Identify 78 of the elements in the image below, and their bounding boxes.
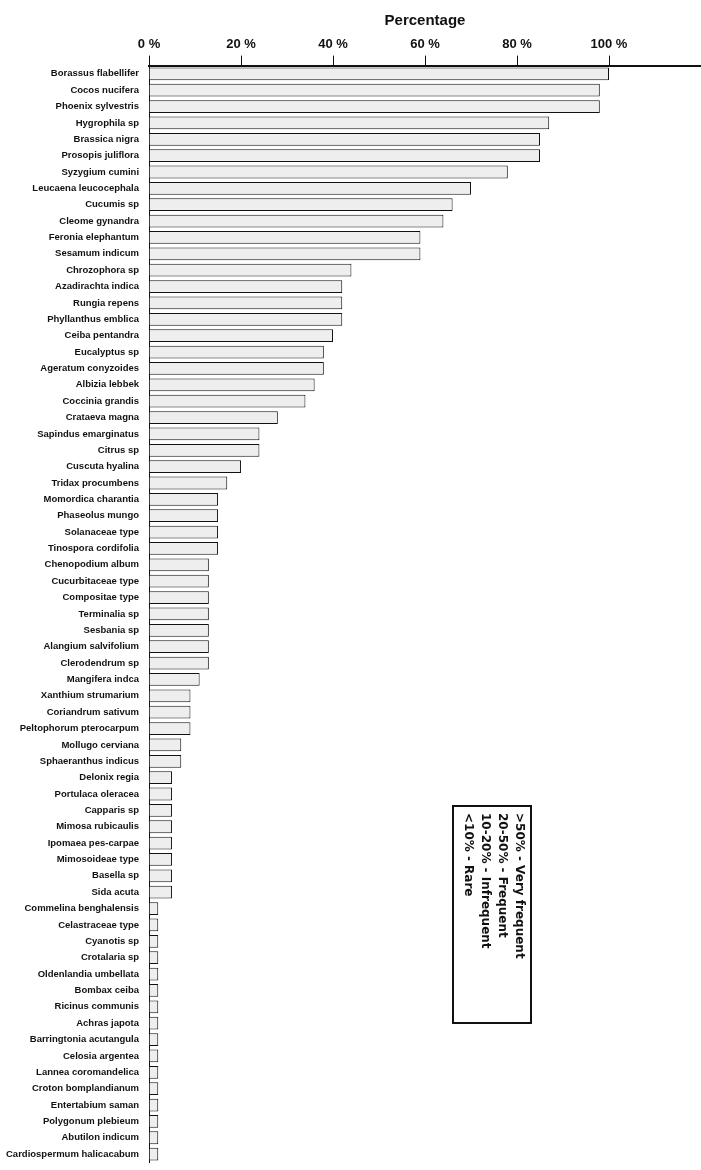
y-tick-label: Solanaceae type xyxy=(64,525,140,537)
x-tick-label: 80 % xyxy=(502,36,533,52)
y-tick-label: Chenopodium album xyxy=(44,558,140,570)
y-tick-label: Cyanotis sp xyxy=(85,934,140,946)
y-tick-label: Compositae type xyxy=(62,591,140,603)
y-tick-label: Barringtonia acutangula xyxy=(29,1033,140,1045)
y-tick-label: Albizia lebbek xyxy=(75,378,140,390)
annotation: <10% - Rare xyxy=(461,813,477,899)
y-tick-label: Prosopis juliflora xyxy=(61,149,140,161)
y-tick-label: Ipomaea pes-carpae xyxy=(47,836,140,848)
y-tick-label: Lannea coromandelica xyxy=(36,1065,140,1077)
y-tick-label: Mimosoideae type xyxy=(56,853,140,865)
y-tick-label: Phaseolus mungo xyxy=(57,509,140,521)
y-tick-label: Citrus sp xyxy=(97,443,140,455)
y-tick-label: Celosia argentea xyxy=(62,1049,140,1061)
y-tick-label: Phoenix sylvestris xyxy=(55,100,140,112)
y-tick-label: Sesamum indicum xyxy=(55,247,140,259)
y-tick-label: Crotalaria sp xyxy=(80,951,140,963)
y-tick-label: Eucalyptus sp xyxy=(74,345,140,357)
y-tick-label: Cocos nucifera xyxy=(70,83,140,95)
y-tick-label: Cuscuta hyalina xyxy=(66,460,140,472)
y-tick-label: Entertabium saman xyxy=(50,1098,140,1110)
y-tick-label: Rungia repens xyxy=(73,296,140,308)
y-tick-label: Achras japota xyxy=(76,1016,140,1028)
y-tick-label: Cleome gynandra xyxy=(59,214,140,226)
x-tick-label: 100 % xyxy=(590,36,628,52)
annotation: 10-20% - Infrequent xyxy=(478,813,494,951)
y-tick-label: Cardiospermum halicacabum xyxy=(5,1147,140,1159)
x-tick-label: 0 % xyxy=(137,36,161,52)
y-tick-label: Momordica charantia xyxy=(43,492,140,504)
x-axis-title: Percentage xyxy=(384,11,466,29)
y-tick-label: Polygonum plebieum xyxy=(42,1115,140,1126)
y-tick-label: Brassica nigra xyxy=(73,132,140,144)
y-tick-label: Ageratum conyzoides xyxy=(40,362,140,374)
y-tick-label: Alangium salvifolium xyxy=(43,640,140,652)
y-tick-label: Feronia elephantum xyxy=(48,231,140,243)
y-tick-label: Coriandrum sativum xyxy=(46,705,140,717)
y-tick-label: Azadirachta indica xyxy=(55,280,140,292)
y-tick-label: Celastraceae type xyxy=(58,918,140,930)
y-tick-label: Basella sp xyxy=(92,869,140,881)
y-tick-label: Sphaeranthus indicus xyxy=(39,754,140,766)
y-tick-label: Bombax ceiba xyxy=(74,984,140,996)
y-tick-label: Cucurbitaceae type xyxy=(51,574,140,586)
y-tick-label: Croton bomplandianum xyxy=(31,1082,140,1094)
y-tick-label: Tridax procumbens xyxy=(51,476,140,488)
y-tick-label: Sapindus emarginatus xyxy=(37,427,140,439)
y-tick-label: Mangifera indca xyxy=(66,673,140,685)
y-tick-label: Abutilon indicum xyxy=(61,1131,140,1143)
annotation: >50% - Very frequent xyxy=(512,813,528,961)
y-tick-label: Syzygium cumini xyxy=(61,165,140,177)
y-tick-label: Coccinia grandis xyxy=(62,394,140,406)
y-tick-label: Commelina benghalensis xyxy=(24,902,140,914)
y-tick-label: Portulaca oleracea xyxy=(54,787,140,799)
x-tick-label: 20 % xyxy=(226,36,257,52)
y-tick-label: Delonix regia xyxy=(79,771,140,783)
y-tick-label: Chrozophora sp xyxy=(66,263,140,275)
y-tick-label: Terminalia sp xyxy=(78,607,140,619)
y-tick-label: Hygrophila sp xyxy=(75,116,140,128)
y-tick-label: Capparis sp xyxy=(84,804,140,815)
y-tick-label: Ricinus communis xyxy=(54,1000,140,1012)
y-tick-label: Tinospora cordifolia xyxy=(47,542,140,554)
y-tick-label: Phyllanthus emblica xyxy=(47,312,140,324)
y-tick-label: Ceiba pentandra xyxy=(64,329,140,341)
y-tick-label: Leucaena leucocephala xyxy=(32,181,140,193)
x-tick-label: 60 % xyxy=(410,36,441,52)
y-tick-label: Sida acuta xyxy=(91,885,140,897)
y-tick-label: Mimosa rubicaulis xyxy=(56,820,140,832)
y-tick-label: Sesbania sp xyxy=(83,623,140,635)
y-tick-label: Mollugo cerviana xyxy=(61,738,140,750)
y-tick-label: Clerodendrum sp xyxy=(60,656,140,668)
x-tick-label: 40 % xyxy=(318,36,349,52)
y-tick-label: Oldenlandia umbellata xyxy=(37,967,140,979)
y-tick-label: Borassus flabellifer xyxy=(50,67,140,79)
annotation: 20-50% - Frequent xyxy=(495,813,511,940)
y-tick-label: Cucumis sp xyxy=(85,198,140,210)
y-tick-label: Xanthium strumarium xyxy=(40,689,140,701)
y-tick-label: Crataeva magna xyxy=(65,411,140,423)
y-tick-label: Peltophorum pterocarpum xyxy=(19,722,140,734)
